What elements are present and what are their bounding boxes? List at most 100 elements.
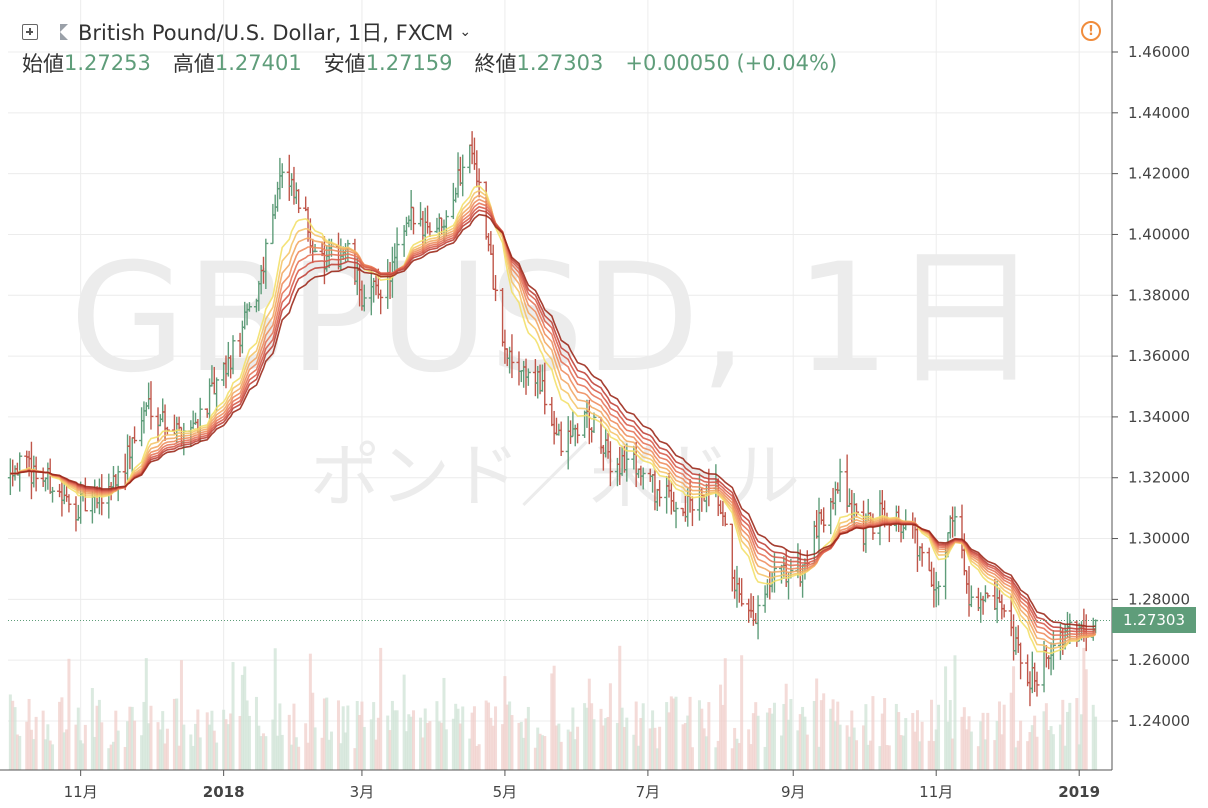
- volume-bar: [130, 706, 134, 770]
- time-axis[interactable]: 11月 2018 3月 5月 7月 9月 11月 2019: [0, 769, 1112, 801]
- volume-bar: [442, 677, 446, 770]
- volume-bar: [287, 714, 291, 770]
- volume-bar: [114, 710, 118, 770]
- volume-bar: [897, 712, 901, 770]
- volume-bar: [240, 674, 244, 770]
- volume-bar: [475, 745, 479, 770]
- volume-bar: [435, 701, 439, 770]
- volume-bar: [374, 739, 378, 770]
- volume-bar: [1094, 716, 1098, 770]
- price-tick-label: 1.30000: [1128, 530, 1190, 548]
- volume-bar: [369, 719, 373, 770]
- volume-bar: [951, 738, 955, 770]
- volume-bar: [648, 728, 652, 770]
- volume-bar: [311, 692, 315, 770]
- volume-bar: [915, 710, 919, 770]
- price-tick-label: 1.42000: [1128, 165, 1190, 183]
- volume-bar: [625, 717, 629, 770]
- volume-bar: [587, 678, 591, 770]
- volume-bar: [491, 725, 495, 770]
- volume-bar: [836, 701, 840, 770]
- volume-bar: [658, 726, 662, 770]
- volume-bar: [489, 717, 493, 770]
- volume-bar: [48, 740, 52, 770]
- volume-bar: [585, 707, 589, 770]
- volume-bar: [918, 741, 922, 770]
- volume-bar: [632, 734, 636, 770]
- volume-bar: [566, 729, 570, 770]
- chevron-down-icon[interactable]: ⌄: [459, 24, 472, 40]
- volume-bar: [1030, 725, 1034, 770]
- volume-bar: [451, 718, 455, 770]
- volume-bar: [702, 728, 706, 770]
- volume-bar: [533, 747, 537, 770]
- volume-bar: [967, 716, 971, 770]
- volume-bar: [402, 674, 406, 770]
- volume-bar: [559, 741, 563, 770]
- time-tick-label: 11月: [919, 783, 953, 801]
- price-tick-label: 1.38000: [1128, 286, 1190, 304]
- volume-bar: [212, 730, 216, 770]
- volume-bar: [440, 722, 444, 770]
- symbol-flag-icon[interactable]: [60, 24, 78, 40]
- volume-bar: [1028, 732, 1032, 770]
- volume-bar: [749, 744, 753, 770]
- volume-bar: [128, 706, 132, 770]
- volume-bar: [601, 725, 605, 770]
- volume-bar: [189, 734, 193, 770]
- alert-icon[interactable]: !: [1081, 21, 1101, 41]
- volume-bar: [981, 712, 985, 770]
- volume-bar: [653, 727, 657, 770]
- volume-bar: [484, 700, 488, 770]
- volume-bar: [1009, 692, 1013, 770]
- volume-bar: [292, 703, 296, 770]
- volume-bar: [780, 735, 784, 770]
- volume-bar: [519, 721, 523, 770]
- volume-bar: [215, 742, 219, 770]
- volume-bar: [264, 736, 268, 770]
- volume-bar: [1063, 745, 1067, 770]
- volume-bars: [8, 645, 1098, 770]
- volume-bar: [573, 739, 577, 770]
- volume-bar: [723, 658, 727, 770]
- volume-bar: [850, 710, 854, 770]
- volume-bar: [604, 718, 608, 770]
- volume-bar: [339, 743, 343, 770]
- symbol-title[interactable]: British Pound/U.S. Dollar, 1日, FXCM: [78, 21, 454, 45]
- volume-bar: [986, 712, 990, 770]
- volume-bar: [388, 730, 392, 770]
- volume-bar: [1014, 747, 1018, 770]
- volume-bar: [618, 645, 622, 770]
- volume-bar: [667, 712, 671, 770]
- volume-bar: [735, 738, 739, 770]
- volume-bar: [754, 702, 758, 770]
- volume-bar: [205, 712, 209, 770]
- price-axis[interactable]: 1.24000 1.26000 1.28000 1.30000 1.32000 1.340…: [1111, 0, 1190, 770]
- volume-bar: [688, 696, 692, 770]
- volume-bar: [937, 704, 941, 770]
- volume-bar: [543, 736, 547, 770]
- volume-bar: [320, 737, 324, 770]
- volume-bar: [379, 647, 383, 770]
- volume-bar: [133, 720, 137, 770]
- volume-bar: [208, 724, 212, 770]
- volume-bar: [1026, 741, 1030, 770]
- volume-bar: [536, 727, 540, 770]
- volume-bar: [683, 723, 687, 770]
- ma-line-8: [10, 213, 1096, 628]
- volume-bar: [503, 676, 507, 770]
- volume-bar: [1068, 702, 1072, 770]
- close-value: 1.27303: [516, 51, 604, 75]
- volume-bar: [508, 701, 512, 770]
- time-tick-label: 3月: [350, 783, 375, 801]
- volume-bar: [852, 727, 856, 770]
- volume-bar: [526, 706, 530, 770]
- volume-bar: [894, 703, 898, 770]
- volume-bar: [25, 721, 29, 770]
- volume-bar: [815, 678, 819, 770]
- volume-bar: [962, 707, 966, 770]
- collapse-toggle-icon[interactable]: [22, 24, 38, 40]
- volume-bar: [641, 703, 645, 770]
- volume-bar: [67, 658, 71, 770]
